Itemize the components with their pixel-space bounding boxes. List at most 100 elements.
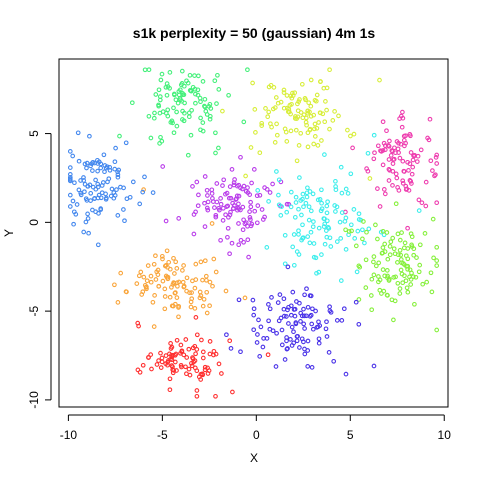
data-point bbox=[197, 193, 201, 197]
data-point bbox=[325, 235, 329, 239]
data-point bbox=[372, 260, 376, 264]
data-point bbox=[405, 286, 409, 290]
data-point bbox=[221, 219, 225, 223]
data-point bbox=[181, 280, 185, 284]
data-point bbox=[406, 247, 410, 251]
data-point bbox=[435, 259, 439, 263]
data-point bbox=[319, 111, 323, 115]
data-point bbox=[271, 182, 275, 186]
data-point bbox=[372, 133, 376, 137]
data-point bbox=[147, 68, 151, 72]
data-point bbox=[214, 151, 218, 155]
data-point bbox=[202, 350, 206, 354]
data-point bbox=[118, 134, 122, 138]
data-point bbox=[403, 139, 407, 143]
data-point bbox=[255, 194, 259, 198]
data-point bbox=[383, 188, 387, 192]
data-point bbox=[267, 200, 271, 204]
data-point bbox=[355, 270, 359, 274]
data-point bbox=[397, 189, 401, 193]
data-point bbox=[265, 246, 269, 250]
data-point bbox=[377, 280, 381, 284]
data-point bbox=[69, 193, 73, 197]
data-point bbox=[266, 353, 270, 357]
data-point bbox=[297, 207, 301, 211]
data-point bbox=[385, 231, 389, 235]
data-point bbox=[344, 248, 348, 252]
data-point bbox=[160, 72, 164, 76]
data-point bbox=[302, 307, 306, 311]
data-point bbox=[228, 339, 232, 343]
x-tick-label: 10 bbox=[438, 428, 452, 442]
data-point bbox=[393, 252, 397, 256]
data-point bbox=[253, 168, 257, 172]
data-point bbox=[173, 272, 177, 276]
data-point bbox=[145, 279, 149, 283]
data-point bbox=[387, 158, 391, 162]
data-point bbox=[242, 218, 246, 222]
data-point bbox=[301, 83, 305, 87]
data-point bbox=[388, 253, 392, 257]
data-point bbox=[163, 295, 167, 299]
data-point bbox=[264, 107, 268, 111]
data-point bbox=[275, 332, 279, 336]
data-point bbox=[320, 139, 324, 143]
data-point bbox=[396, 282, 400, 286]
data-point bbox=[159, 351, 163, 355]
y-tick-label: 5 bbox=[27, 130, 41, 137]
data-point bbox=[175, 267, 179, 271]
data-point bbox=[189, 305, 193, 309]
data-point bbox=[154, 278, 158, 282]
data-point bbox=[175, 110, 179, 114]
data-point bbox=[237, 243, 241, 247]
data-point bbox=[294, 322, 298, 326]
data-point bbox=[195, 180, 199, 184]
data-point bbox=[172, 257, 176, 261]
data-point bbox=[188, 115, 192, 119]
data-point bbox=[404, 279, 408, 283]
data-point bbox=[435, 162, 439, 166]
data-point bbox=[122, 186, 126, 190]
data-point bbox=[253, 108, 257, 112]
data-point bbox=[301, 223, 305, 227]
data-point bbox=[175, 124, 179, 128]
data-point bbox=[291, 245, 295, 249]
data-point bbox=[69, 205, 73, 209]
data-point bbox=[364, 286, 368, 290]
data-point bbox=[237, 202, 241, 206]
data-point bbox=[385, 129, 389, 133]
data-point bbox=[187, 347, 191, 351]
data-point bbox=[153, 294, 157, 298]
data-point bbox=[279, 214, 283, 218]
data-point bbox=[301, 192, 305, 196]
data-point bbox=[372, 255, 376, 259]
data-point bbox=[292, 233, 296, 237]
data-point bbox=[82, 230, 86, 234]
data-point bbox=[293, 307, 297, 311]
data-point bbox=[125, 290, 129, 294]
data-point bbox=[99, 207, 103, 211]
data-point bbox=[225, 333, 229, 337]
data-point bbox=[215, 200, 219, 204]
data-point bbox=[395, 176, 399, 180]
data-point bbox=[285, 347, 289, 351]
data-point bbox=[84, 220, 88, 224]
data-point bbox=[403, 170, 407, 174]
data-point bbox=[298, 346, 302, 350]
data-point bbox=[128, 196, 132, 200]
data-point bbox=[372, 273, 376, 277]
data-point bbox=[228, 252, 232, 256]
data-point bbox=[328, 305, 332, 309]
data-point bbox=[328, 127, 332, 131]
data-point bbox=[259, 325, 263, 329]
data-point bbox=[161, 165, 165, 169]
data-point bbox=[193, 307, 197, 311]
data-point bbox=[231, 390, 235, 394]
data-point bbox=[344, 216, 348, 220]
data-point bbox=[312, 142, 316, 146]
data-point bbox=[401, 110, 405, 114]
data-point bbox=[255, 341, 259, 345]
data-point bbox=[384, 144, 388, 148]
data-point bbox=[210, 188, 214, 192]
data-point bbox=[229, 347, 233, 351]
